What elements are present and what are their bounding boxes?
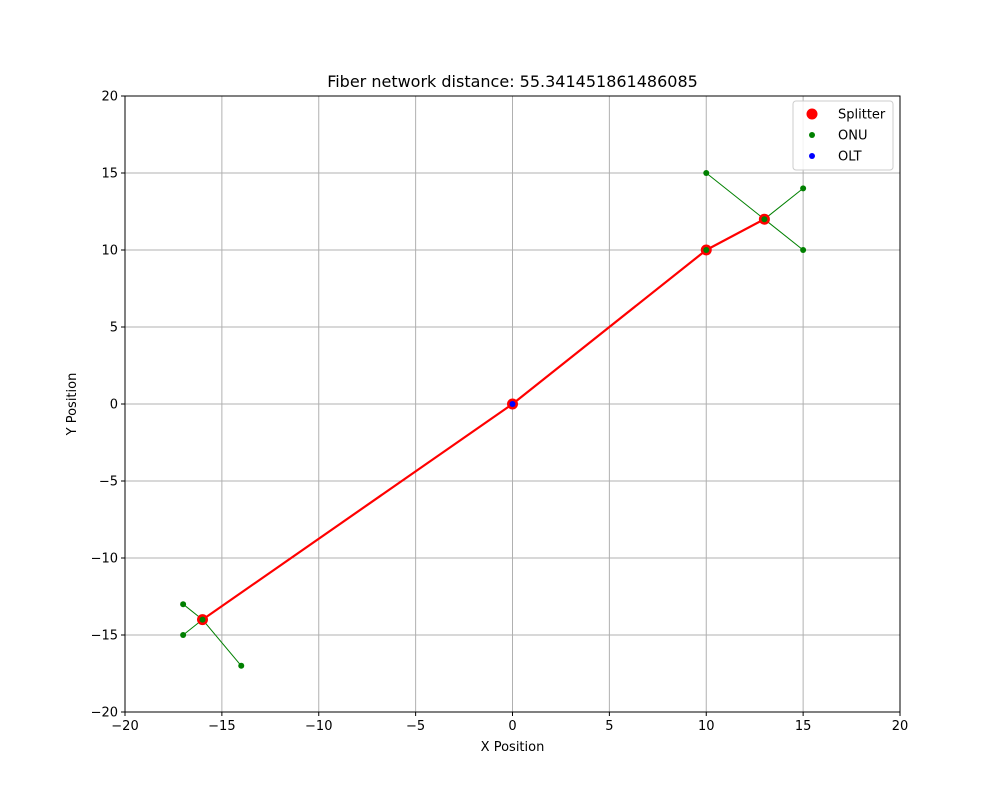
x-tick-label: −10 (305, 719, 332, 734)
drop-link (764, 188, 804, 220)
legend-marker-olt (809, 153, 815, 159)
legend-label-splitter: Splitter (838, 108, 886, 123)
drop-link (764, 218, 804, 251)
legend-label-onu: ONU (838, 129, 867, 144)
y-tick-label: 20 (101, 90, 118, 105)
onu-point (761, 216, 768, 223)
y-tick-label: −10 (91, 552, 118, 567)
y-tick-label: −5 (99, 475, 118, 490)
x-tick-label: 10 (698, 719, 715, 734)
legend-box (792, 100, 894, 171)
y-tick-label: 0 (110, 398, 118, 413)
onu-point (180, 601, 187, 608)
chart-title: Fiber network distance: 55.3414518614860… (327, 72, 698, 91)
x-tick-label: 0 (508, 719, 516, 734)
links (182, 172, 804, 667)
legend-marker-onu (809, 132, 815, 138)
x-axis-label: X Position (481, 740, 545, 755)
onu-point (180, 632, 187, 638)
legend: Splitter ONU OLT (792, 100, 894, 171)
x-tick-label: −15 (208, 719, 235, 734)
y-tick-label: 15 (101, 167, 118, 182)
x-tick-label: −5 (406, 719, 425, 734)
drop-link (705, 172, 765, 220)
x-tick-label: 5 (605, 719, 613, 734)
olt-point (509, 401, 516, 407)
x-tick-label: −20 (111, 719, 138, 734)
drop-link (202, 619, 242, 667)
ticks: −20 −15 −10 −5 0 5 10 15 20 −20 −15 −10 −5 0 5 10 15 20 (91, 90, 909, 735)
trunk-link (705, 218, 765, 251)
onu-point (238, 662, 245, 669)
trunk-link (511, 249, 707, 405)
legend-marker-splitter (806, 108, 818, 120)
y-tick-label: 10 (101, 244, 118, 259)
onu-point (703, 247, 710, 253)
y-tick-label: −20 (91, 706, 118, 721)
trunk-link (201, 403, 514, 621)
onu-point (199, 616, 206, 623)
onu-point (800, 247, 807, 253)
x-tick-label: 20 (892, 719, 909, 734)
onu-point (800, 185, 807, 192)
points (180, 170, 807, 669)
onu-point (703, 170, 710, 176)
legend-label-olt: OLT (838, 150, 862, 165)
x-tick-label: 15 (795, 719, 812, 734)
y-axis-label: Y Position (65, 373, 80, 437)
y-tick-label: 5 (110, 321, 118, 336)
y-tick-label: −15 (91, 629, 118, 644)
